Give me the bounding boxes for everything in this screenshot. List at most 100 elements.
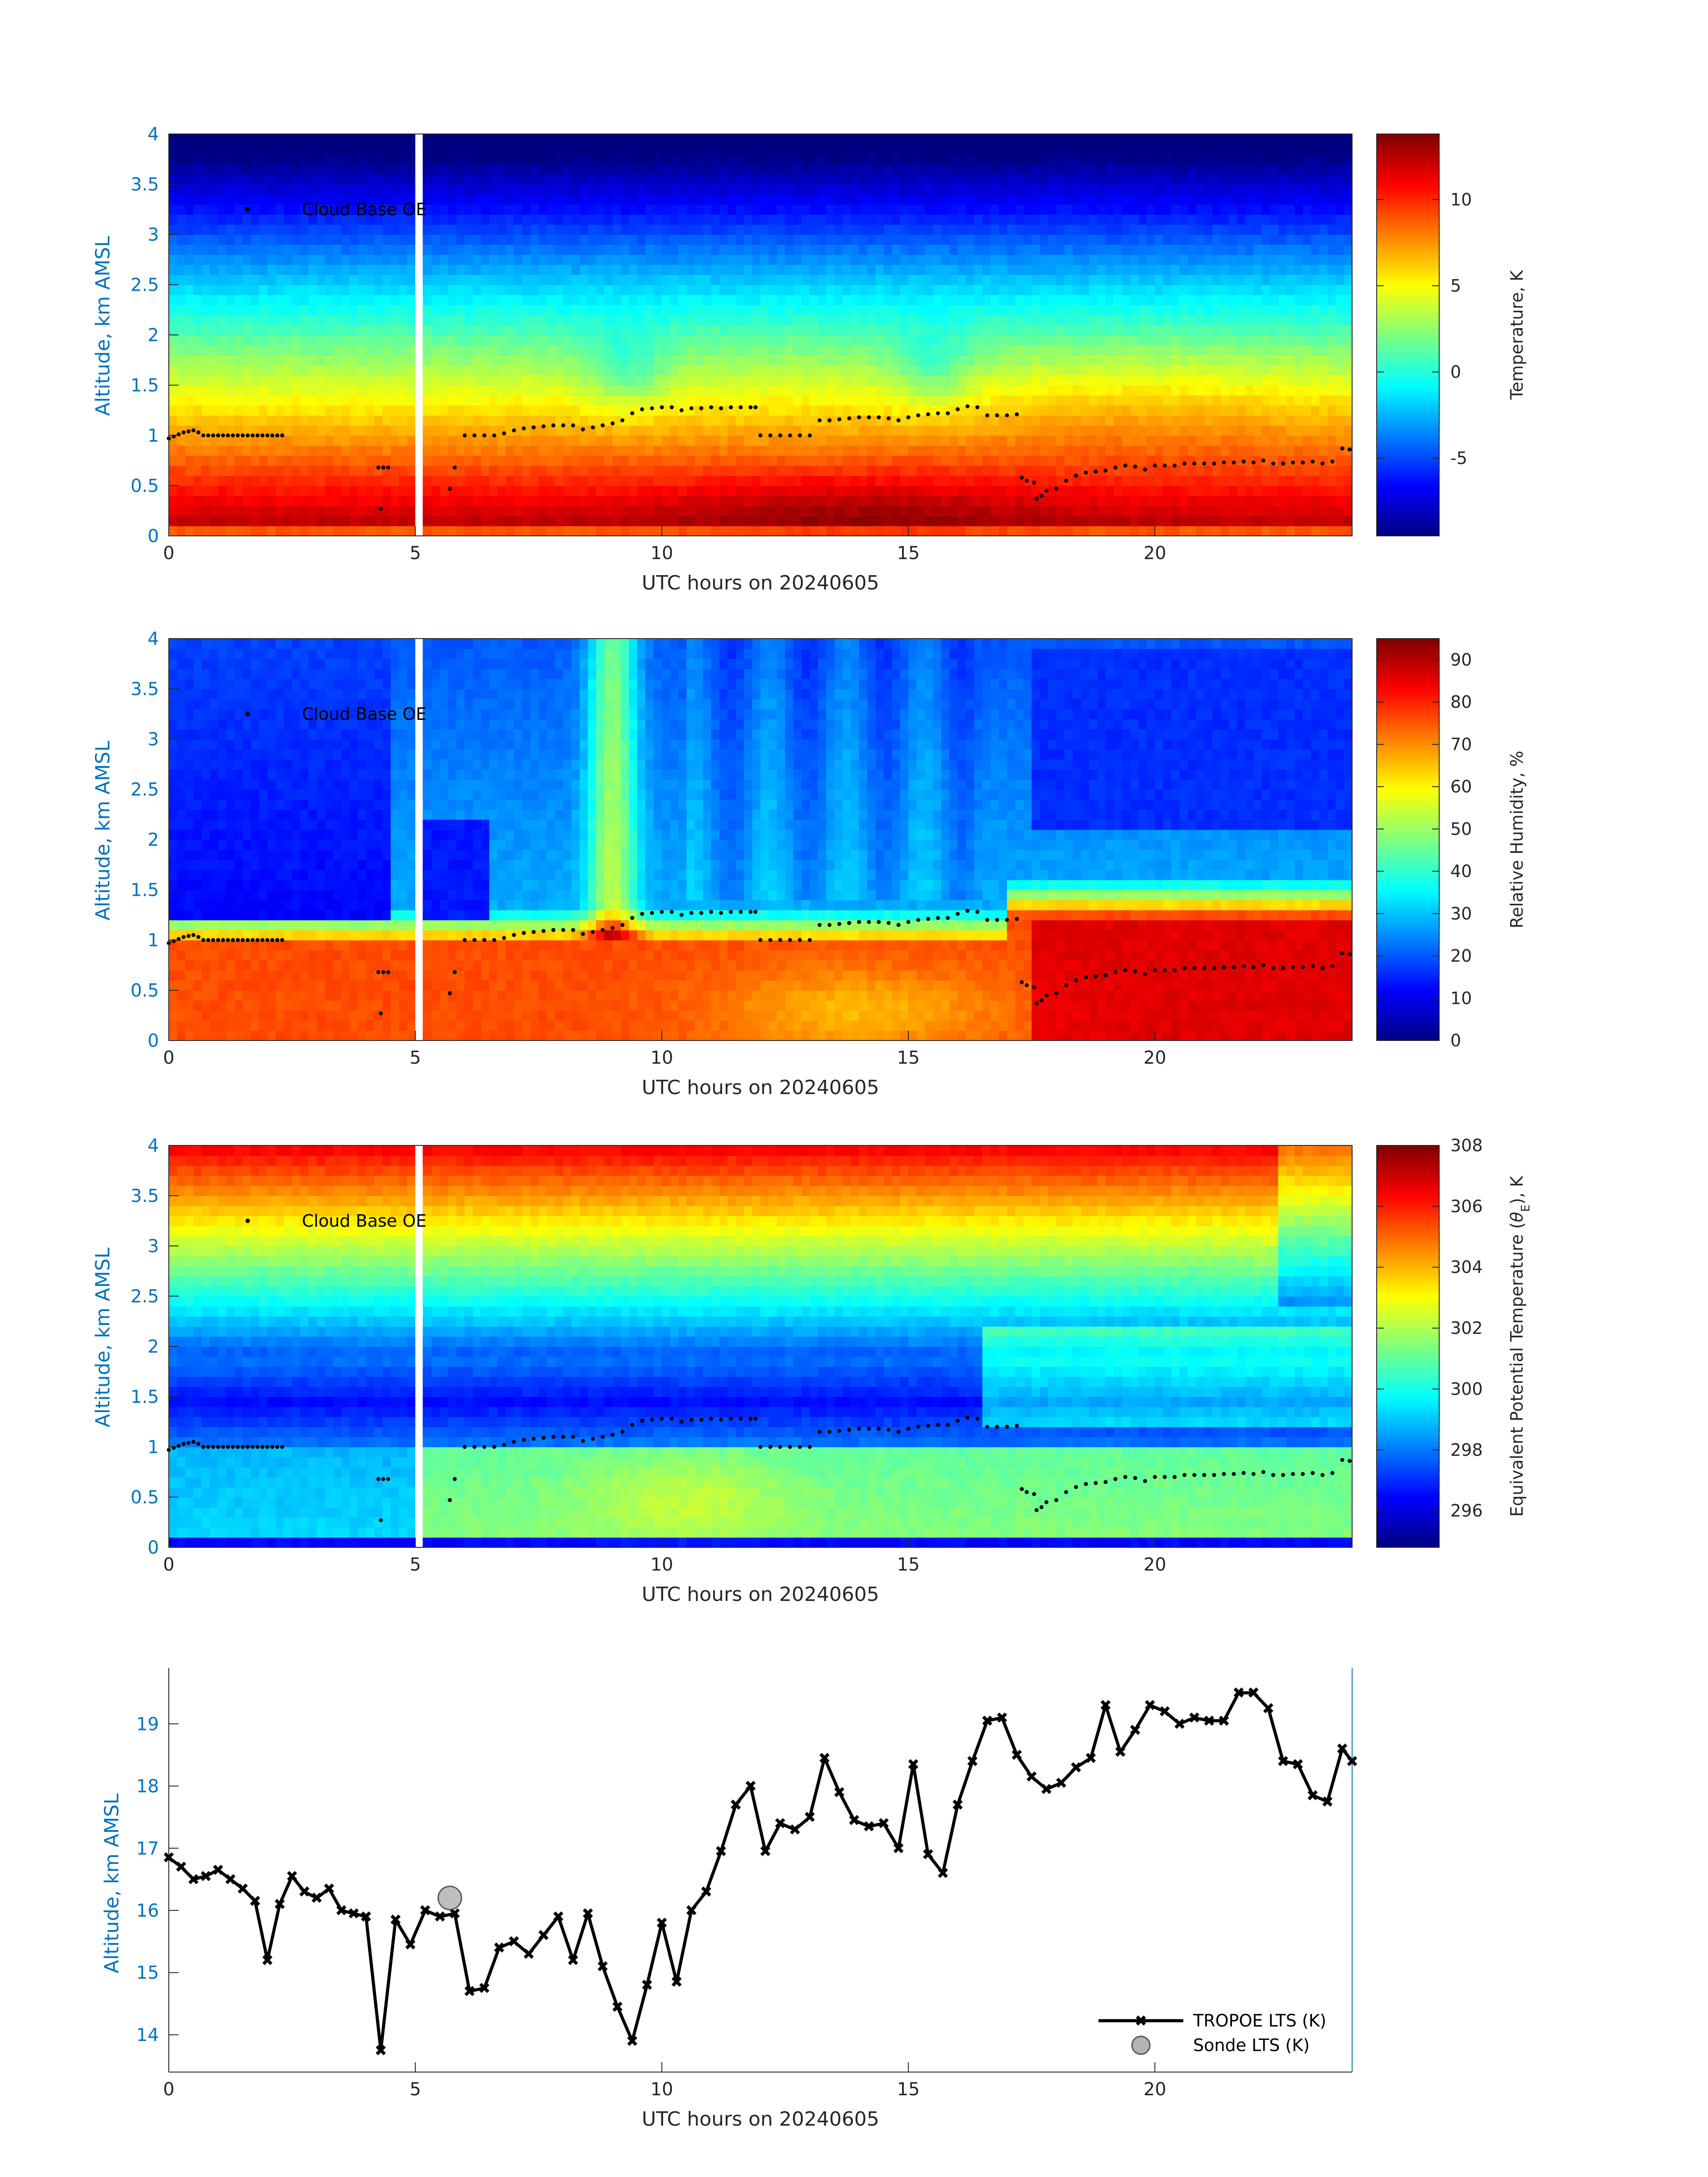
heatmap-cell xyxy=(456,516,465,526)
heatmap-cell xyxy=(810,335,819,346)
heatmap-cell xyxy=(259,224,268,235)
heatmap-cell xyxy=(464,315,473,326)
heatmap-cell xyxy=(678,305,687,315)
heatmap-cell xyxy=(505,455,514,466)
heatmap-cell xyxy=(777,164,785,175)
heatmap-cell xyxy=(1122,244,1131,255)
heatmap-cell xyxy=(1146,405,1156,416)
heatmap-cell xyxy=(169,275,178,285)
heatmap-cell xyxy=(1130,385,1139,396)
heatmap-cell xyxy=(505,184,514,195)
heatmap-cell xyxy=(1023,284,1032,295)
heatmap-cell xyxy=(998,234,1007,245)
heatmap-cell xyxy=(974,315,983,326)
heatmap-cell xyxy=(1089,385,1098,396)
heatmap-cell xyxy=(1015,385,1024,396)
heatmap-cell xyxy=(448,194,457,205)
heatmap-cell xyxy=(514,255,523,265)
heatmap-cell xyxy=(982,154,991,165)
heatmap-cell xyxy=(193,325,202,335)
heatmap-cell xyxy=(785,154,794,165)
heatmap-cell xyxy=(374,465,383,476)
heatmap-cell xyxy=(802,194,810,205)
heatmap-cell xyxy=(875,255,884,265)
heatmap-cell xyxy=(653,335,662,346)
heatmap-cell xyxy=(358,415,367,426)
heatmap-cell xyxy=(826,476,835,486)
heatmap-cell xyxy=(308,204,317,215)
heatmap-cell xyxy=(423,275,432,285)
heatmap-cell xyxy=(1056,174,1065,185)
heatmap-cell xyxy=(678,224,687,235)
heatmap-cell xyxy=(793,476,802,486)
heatmap-cell xyxy=(333,496,342,506)
heatmap-cell xyxy=(588,295,597,305)
heatmap-cell xyxy=(637,194,646,205)
heatmap-cell xyxy=(694,325,703,335)
heatmap-cell xyxy=(1031,365,1040,376)
heatmap-cell xyxy=(251,425,260,436)
heatmap-cell xyxy=(629,425,638,436)
heatmap-cell xyxy=(843,305,852,315)
heatmap-cell xyxy=(768,174,777,185)
heatmap-cell xyxy=(555,295,564,305)
heatmap-cell xyxy=(678,184,687,195)
heatmap-cell xyxy=(333,154,342,165)
heatmap-cell xyxy=(884,184,893,195)
heatmap-cell xyxy=(292,395,301,406)
heatmap-cell xyxy=(768,284,777,295)
heatmap-cell xyxy=(267,275,276,285)
heatmap-cell xyxy=(908,315,917,326)
heatmap-cell xyxy=(489,385,498,396)
heatmap-cell xyxy=(242,275,251,285)
heatmap-cell xyxy=(1007,365,1016,376)
heatmap-cell xyxy=(694,284,703,295)
heatmap-cell xyxy=(1015,435,1024,446)
heatmap-cell xyxy=(1015,445,1024,456)
heatmap-cell xyxy=(1105,516,1115,526)
heatmap-cell xyxy=(333,264,342,275)
heatmap-cell xyxy=(966,284,975,295)
heatmap-cell xyxy=(884,284,893,295)
heatmap-cell xyxy=(1031,385,1040,396)
heatmap-cell xyxy=(916,506,925,516)
heatmap-cell xyxy=(1114,415,1123,426)
heatmap-cell xyxy=(539,496,547,506)
heatmap-cell xyxy=(1105,154,1115,165)
heatmap-cell xyxy=(1163,425,1172,436)
heatmap-cell xyxy=(358,476,367,486)
heatmap-cell xyxy=(1122,345,1131,355)
heatmap-cell xyxy=(1081,204,1090,215)
heatmap-cell xyxy=(547,435,555,446)
heatmap-cell xyxy=(1064,164,1073,175)
heatmap-cell xyxy=(933,435,942,446)
heatmap-cell xyxy=(900,295,909,305)
heatmap-cell xyxy=(785,325,794,335)
heatmap-cell xyxy=(621,485,630,496)
heatmap-cell xyxy=(464,184,473,195)
heatmap-cell xyxy=(802,305,810,315)
heatmap-cell xyxy=(727,264,736,275)
heatmap-cell xyxy=(851,385,860,396)
heatmap-cell xyxy=(670,244,679,255)
heatmap-cell xyxy=(547,275,555,285)
heatmap-cell xyxy=(580,184,589,195)
heatmap-cell xyxy=(218,224,227,235)
heatmap-cell xyxy=(489,375,498,386)
heatmap-cell xyxy=(703,455,712,466)
heatmap-cell xyxy=(843,355,852,366)
heatmap-cell xyxy=(1171,496,1180,506)
heatmap-cell xyxy=(949,244,958,255)
heatmap-cell xyxy=(563,506,572,516)
heatmap-cell xyxy=(177,144,186,155)
heatmap-cell xyxy=(1122,445,1131,456)
heatmap-cell xyxy=(604,385,613,396)
heatmap-cell xyxy=(1171,154,1180,165)
heatmap-cell xyxy=(1015,465,1024,476)
heatmap-cell xyxy=(185,476,194,486)
heatmap-cell xyxy=(802,275,810,285)
heatmap-cell xyxy=(489,255,498,265)
heatmap-cell xyxy=(1105,295,1115,305)
heatmap-cell xyxy=(382,134,391,145)
heatmap-cell xyxy=(752,275,761,285)
